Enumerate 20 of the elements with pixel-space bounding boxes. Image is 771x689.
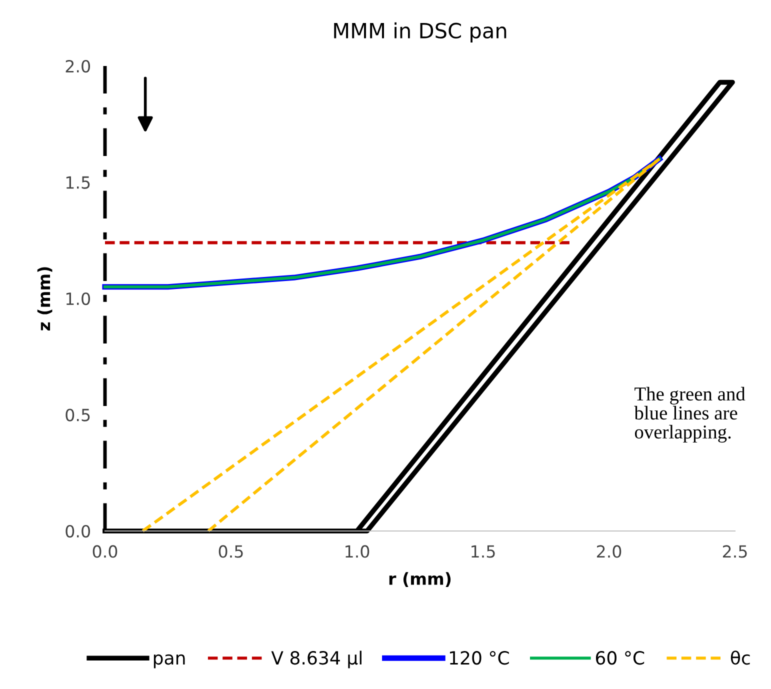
legend-label: pan bbox=[154, 654, 185, 668]
legend-label: V 8.634 µl bbox=[271, 650, 362, 668]
legend-label: 120 °C bbox=[450, 651, 509, 665]
y-tick-label: 1.5 bbox=[66, 176, 90, 189]
x-tick-label: 0.5 bbox=[218, 545, 243, 558]
x-axis-title: r (mm) bbox=[389, 572, 451, 587]
legend-label: 60 °C bbox=[596, 651, 644, 665]
x-tick-label: 2.0 bbox=[596, 545, 622, 558]
y-tick-label: 0.0 bbox=[66, 524, 90, 538]
chart-title: MMM in DSC pan bbox=[334, 22, 506, 43]
y-tick-label: 0.5 bbox=[66, 408, 90, 422]
y-tick-label: 1.0 bbox=[66, 292, 90, 306]
x-tick-label: 1.5 bbox=[472, 545, 495, 558]
legend-label: θc bbox=[730, 650, 750, 665]
x-tick-label: 2.5 bbox=[722, 545, 747, 558]
x-tick-label: 0.0 bbox=[92, 545, 118, 558]
y-tick-label: 2.0 bbox=[66, 60, 90, 73]
y-axis-title: z (mm) bbox=[37, 267, 52, 330]
annotation: The green and blue lines are overlapping. bbox=[634, 386, 746, 443]
x-tick-label: 1.0 bbox=[346, 545, 370, 558]
